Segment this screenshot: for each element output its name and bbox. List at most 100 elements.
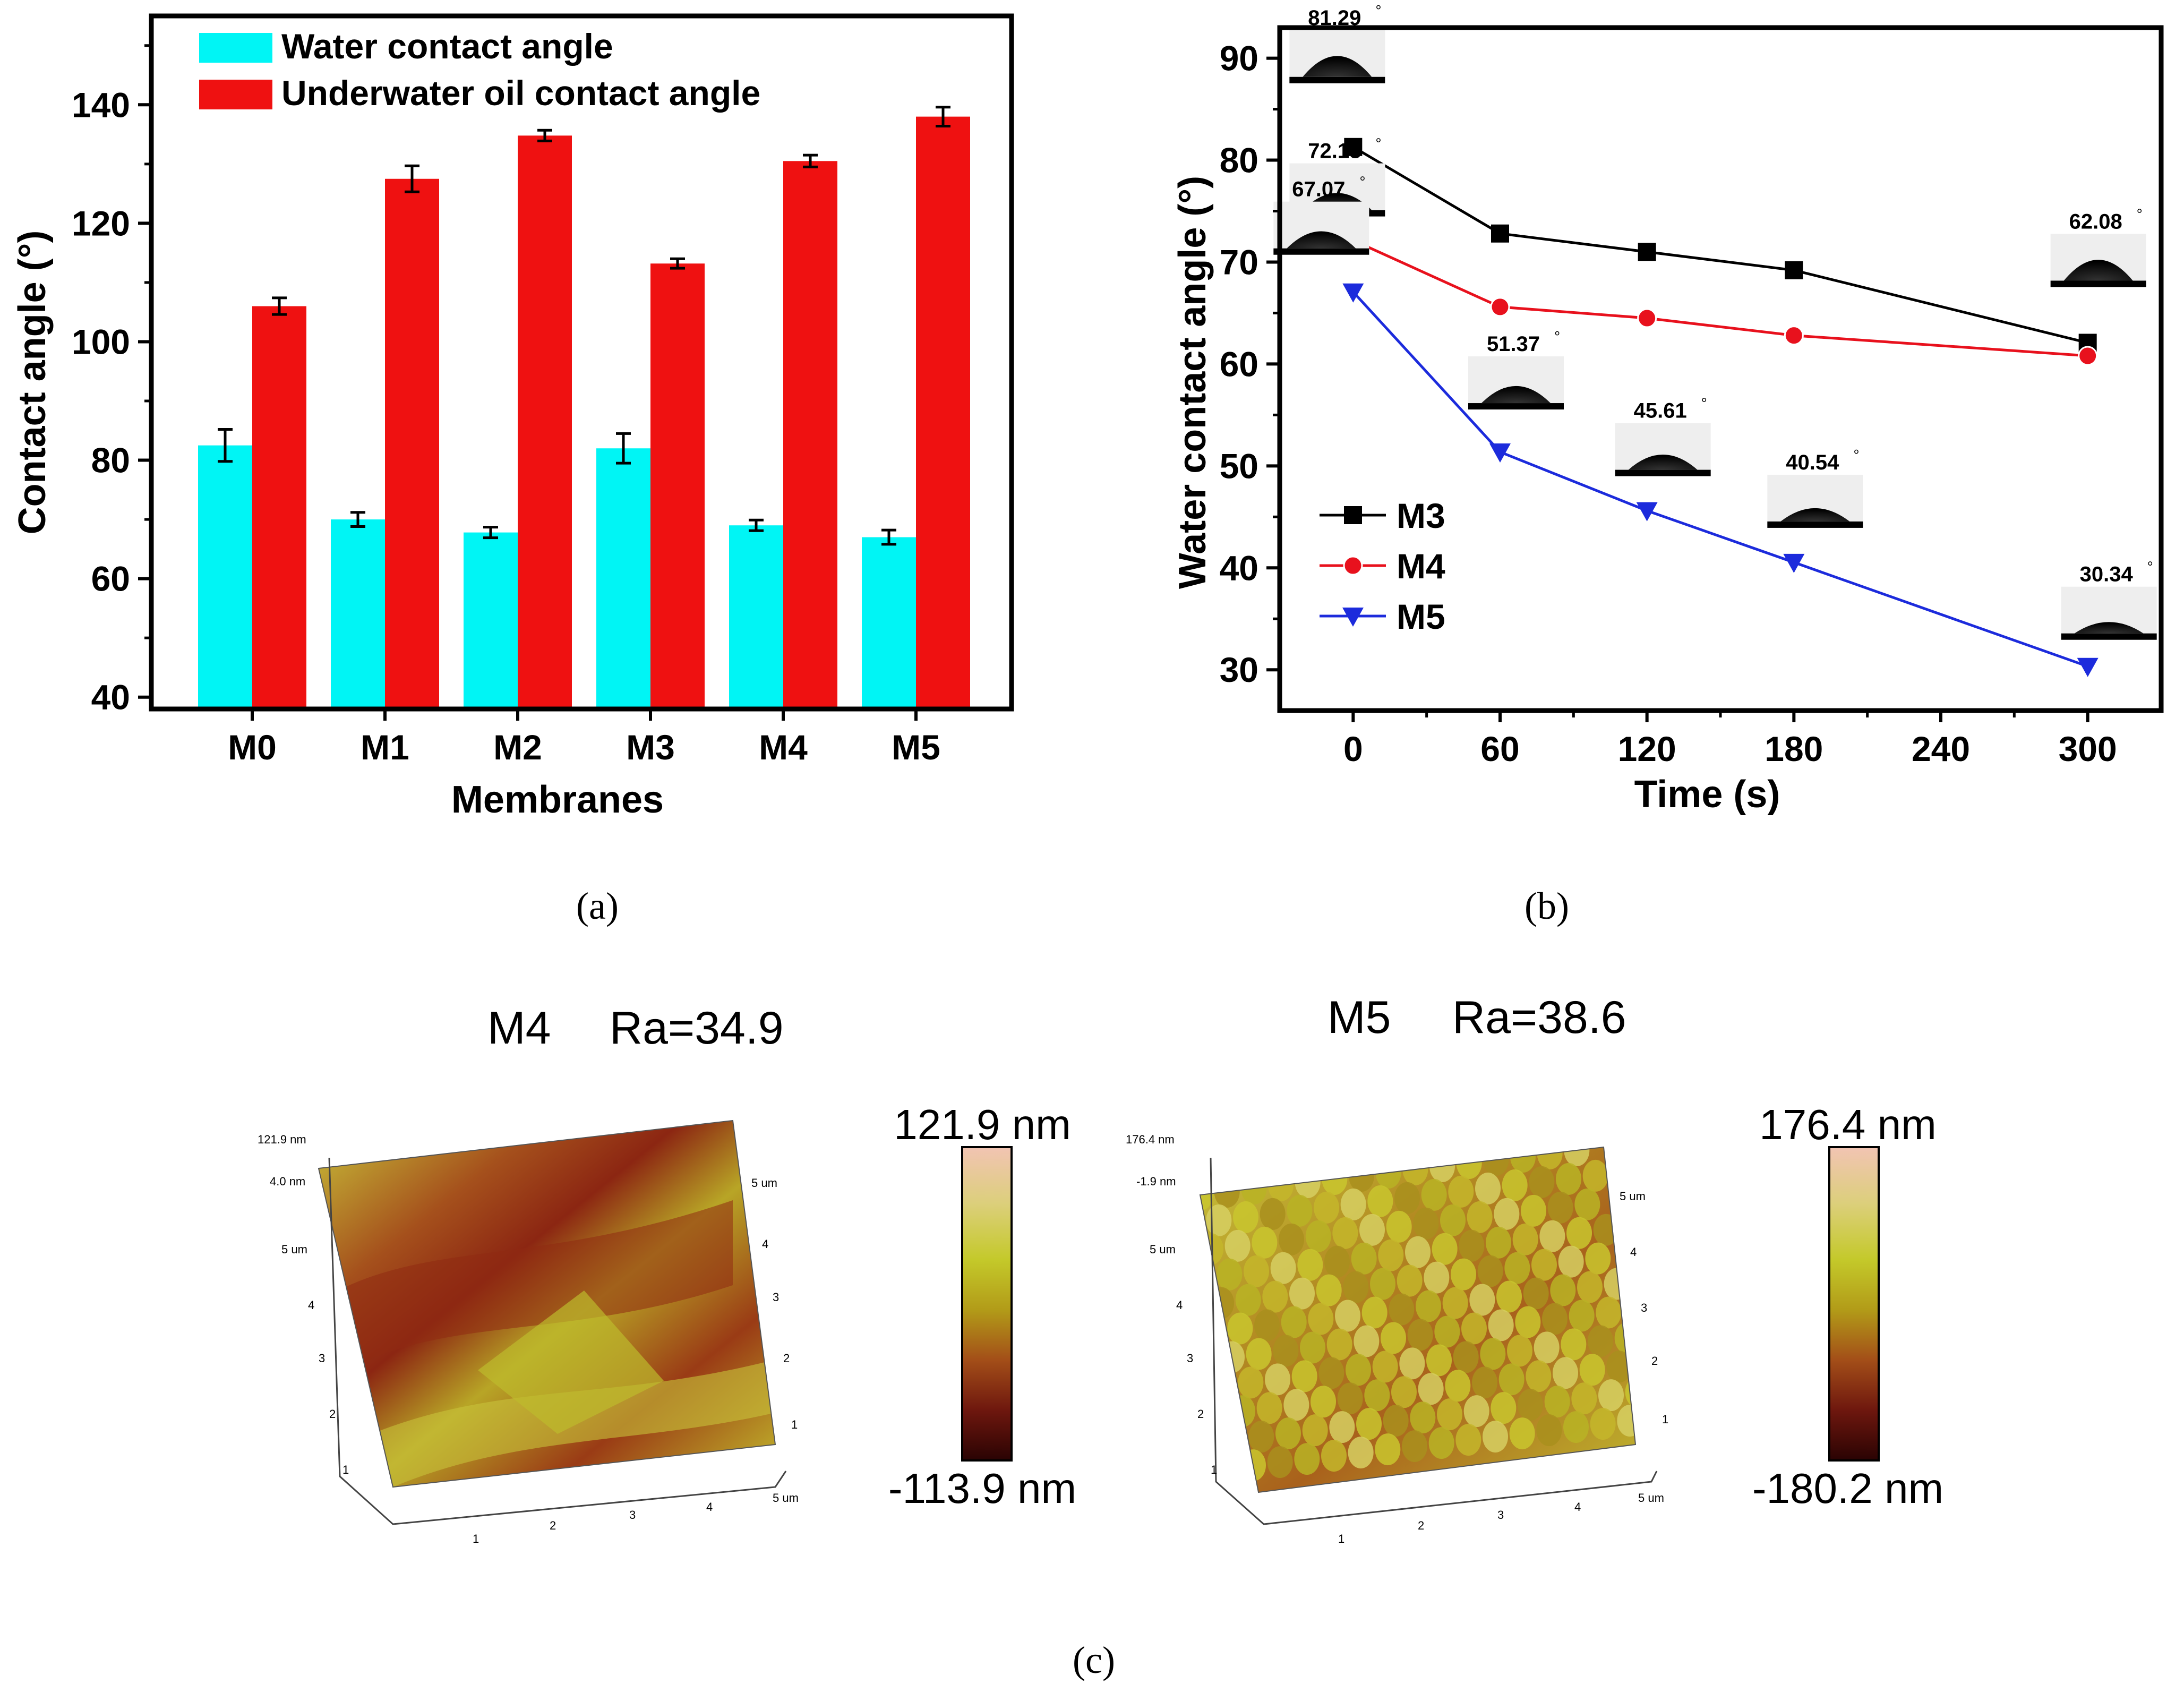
- data-point: [1783, 553, 1805, 573]
- surface-bump: [1283, 1389, 1309, 1421]
- surface-bump: [1394, 1182, 1420, 1214]
- bar: [916, 116, 970, 710]
- surface-bump: [1335, 1300, 1360, 1332]
- surface-bump: [1434, 1315, 1460, 1348]
- surface-bump: [1402, 1430, 1427, 1463]
- droplet-inset: 45.61 °: [1615, 395, 1711, 476]
- y-tick-label: 60: [1220, 344, 1258, 383]
- x-tick-label: 300: [2059, 729, 2117, 768]
- y-tick-label: 140: [72, 85, 130, 124]
- data-point: [1637, 308, 1657, 328]
- legend-marker: [1342, 608, 1364, 627]
- surface-bump: [1354, 1325, 1380, 1357]
- surface-bump: [1483, 1421, 1508, 1453]
- surface-bump: [1332, 1217, 1358, 1249]
- colorbar-min-label: -180.2 nm: [1752, 1465, 1943, 1512]
- legend-label-oil: Underwater oil contact angle: [281, 73, 760, 113]
- surface-bump: [1356, 1408, 1382, 1440]
- afm-colorbar-m4: 121.9 nm -113.9 nm: [888, 1101, 1076, 1512]
- degree-symbol: °: [2147, 559, 2153, 575]
- legend-swatch-oil: [199, 80, 272, 109]
- afm-axis-label: 3: [773, 1291, 779, 1304]
- afm-axis-label: 5 um: [773, 1491, 799, 1505]
- y-axis: 30 40 50 60 70 80 90: [1220, 39, 1280, 689]
- surface-bump: [1267, 1446, 1293, 1479]
- afm-frame: [1210, 1157, 1658, 1525]
- surface-bump: [1405, 1236, 1431, 1268]
- afm-axis-label: 3: [319, 1352, 325, 1365]
- afm-z-label: 4.0 nm: [270, 1175, 305, 1188]
- surface-bump: [1410, 1402, 1436, 1434]
- angle-annotation: 62.08: [2069, 210, 2122, 233]
- surface-bump: [1432, 1233, 1458, 1265]
- surface-bump: [1424, 1261, 1450, 1294]
- afm-axis-label: 4: [1574, 1500, 1581, 1514]
- afm-roughness-label: Ra=38.6: [1452, 992, 1626, 1043]
- droplet-shape: [1303, 56, 1372, 77]
- surface-bump: [1442, 1287, 1468, 1319]
- afm-axis-label: 4: [706, 1500, 713, 1514]
- legend: M3 M4 M5: [1320, 496, 1445, 636]
- error-bar-group: [218, 106, 950, 546]
- surface-bump: [1248, 1421, 1274, 1453]
- droplet-substrate: [1273, 248, 1369, 255]
- x-tick-label: 240: [1912, 729, 1970, 768]
- surface-bump: [1426, 1344, 1452, 1377]
- surface-bump: [1372, 1351, 1398, 1383]
- degree-symbol: °: [1853, 447, 1859, 463]
- afm-z-max-label: 121.9 nm: [258, 1133, 306, 1146]
- afm-axis-label: 1: [1338, 1532, 1344, 1545]
- afm-z-label: -1.9 nm: [1136, 1175, 1176, 1188]
- droplet-substrate: [2050, 280, 2146, 287]
- surface-bump: [1383, 1405, 1409, 1437]
- colorbar-max-label: 121.9 nm: [894, 1101, 1071, 1148]
- surface-bump: [1491, 1392, 1517, 1424]
- legend-label: M3: [1397, 496, 1445, 535]
- x-tick-label: 120: [1618, 729, 1676, 768]
- surface-bump: [1326, 1328, 1352, 1361]
- x-tick-label: 0: [1343, 729, 1363, 768]
- afm-axis-label: 1: [473, 1532, 479, 1545]
- surface-bump: [1252, 1226, 1278, 1259]
- afm-surface-outline: [1199, 1146, 1637, 1493]
- x-axis-title: Time (s): [1634, 773, 1780, 816]
- afm-sample-label: M4: [487, 1003, 551, 1054]
- angle-annotation: 67.07: [1292, 178, 1345, 201]
- surface-bump: [1391, 1376, 1417, 1408]
- bar-chart: 40 60 80 100 120 140 M0 M1 M2 M3 M4 M5 Water conta…: [11, 13, 1014, 821]
- afm-images: M4 Ra=34.9 121.9 nm 4.0 nm 5 um 4 3 2 1 …: [258, 992, 1943, 1545]
- surface-bump: [1451, 1258, 1476, 1291]
- surface-bump: [1553, 1357, 1578, 1389]
- droplet-shape: [2074, 622, 2144, 634]
- surface-bump: [1321, 1440, 1347, 1472]
- surface-bump: [1275, 1417, 1301, 1450]
- y-axis: 40 60 80 100 120 140: [72, 44, 151, 717]
- surface-bump: [1359, 1214, 1385, 1246]
- panel-label-a: (a): [576, 885, 619, 927]
- legend-label: M4: [1397, 546, 1445, 586]
- data-point: [1342, 283, 1364, 303]
- y-tick-label: 90: [1220, 39, 1258, 78]
- afm-frame: [328, 1157, 787, 1525]
- surface-bump: [1585, 1242, 1611, 1275]
- degree-symbol: °: [2137, 206, 2143, 222]
- droplet-images: 81.29 °72.13 °67.07 °51.37 °45.61 °40.54 °62.0…: [1273, 2, 2157, 640]
- surface-bump: [1254, 1309, 1280, 1341]
- bar: [650, 263, 705, 709]
- x-axis: M0 M1 M2 M3 M4 M5: [228, 709, 940, 767]
- plot-frame: [149, 13, 1014, 712]
- y-tick-label: 70: [1220, 242, 1258, 281]
- surface-bump: [1300, 1331, 1325, 1364]
- y-axis-title: Contact angle (°): [11, 230, 54, 535]
- surface-bump: [1273, 1335, 1299, 1367]
- surface-bump: [1246, 1338, 1272, 1370]
- surface-bump: [1437, 1398, 1462, 1431]
- surface-bump: [1574, 1188, 1600, 1220]
- surface-bump: [1238, 1366, 1264, 1399]
- x-tick-label: 60: [1480, 729, 1519, 768]
- droplet-substrate: [1289, 76, 1385, 83]
- surface-bump: [1617, 1405, 1635, 1437]
- series-lines: [1352, 146, 2088, 668]
